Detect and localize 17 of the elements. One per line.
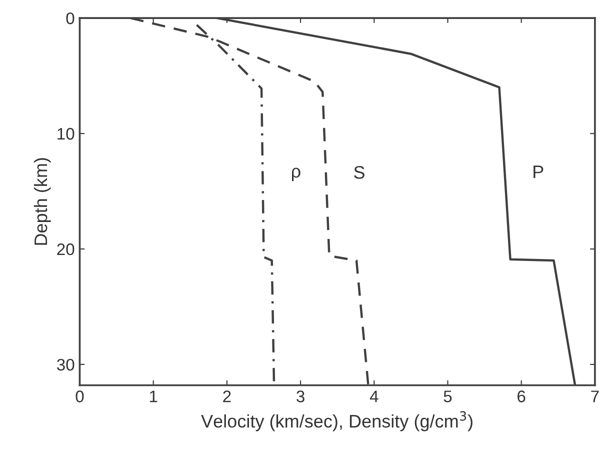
y-tick-label: 10	[58, 128, 74, 140]
y-tick-label: 30	[56, 358, 74, 371]
series-label: S	[354, 166, 364, 179]
series-label: P	[534, 166, 544, 178]
x-tick-label: 0	[76, 390, 84, 402]
x-tick-label: 4	[370, 390, 378, 402]
series-label: ρ	[292, 168, 300, 182]
x-axis-title: Velocity (km/sec), Density (g/cm$^{3}$)	[201, 411, 472, 432]
y-axis-title: Depth (km)	[34, 158, 51, 245]
x-tick-label: 5	[444, 390, 452, 402]
x-tick-label: 3	[296, 390, 304, 402]
x-tick-label: 1	[150, 390, 158, 402]
y-tick-label: 0	[66, 12, 74, 24]
x-tick-label: 2	[223, 390, 231, 402]
x-tick-label: 7	[591, 390, 599, 402]
y-tick-label: 20	[57, 243, 74, 256]
x-tick-label: 6	[518, 390, 526, 402]
